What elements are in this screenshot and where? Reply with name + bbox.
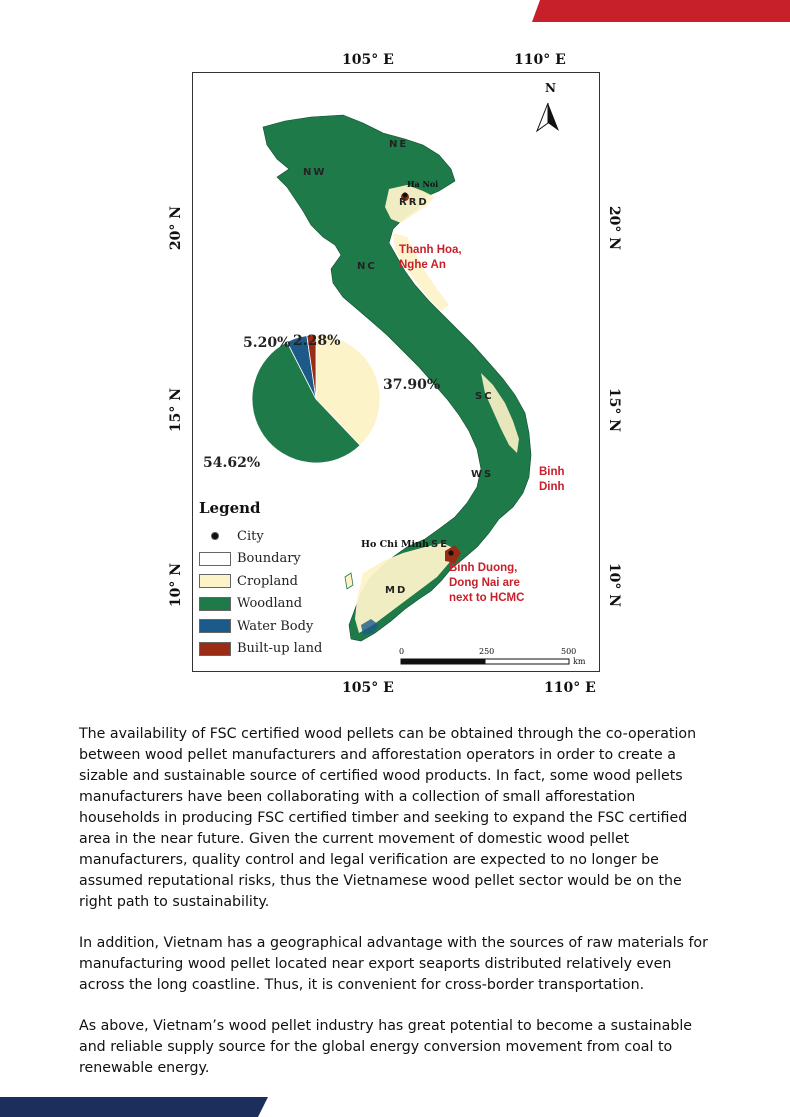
- left-tick-15n: 15° N: [168, 387, 185, 433]
- legend-item-city: City: [199, 525, 339, 548]
- pie-label-built-up: 2.28%: [293, 333, 341, 349]
- legend-item-boundary: Boundary: [199, 548, 339, 571]
- paragraph-2: In addition, Vietnam has a geographical …: [79, 935, 708, 993]
- scale-label-0: 0: [399, 647, 405, 656]
- left-tick-20n: 20° N: [168, 205, 185, 251]
- scale-bar: [400, 658, 570, 665]
- legend-label-water-body: Water Body: [237, 618, 314, 634]
- cropland-north-central: [393, 233, 449, 311]
- north-label: N: [545, 81, 556, 95]
- region-ws: WS: [471, 469, 494, 480]
- pie-slice-built-up: [306, 334, 317, 400]
- legend-label-cropland: Cropland: [237, 573, 298, 589]
- scale-label-500: 500: [561, 647, 577, 656]
- north-arrow-icon: [535, 102, 559, 133]
- region-nw: NW: [303, 167, 327, 178]
- paragraph-1: The availability of FSC certified wood p…: [79, 726, 697, 910]
- right-tick-20n: 20° N: [606, 205, 623, 251]
- legend-label-built-up: Built-up land: [237, 641, 323, 657]
- note-binh-dinh-line1: Binh: [539, 466, 565, 478]
- legend-label-boundary: Boundary: [237, 551, 301, 567]
- legend-label-city: City: [237, 528, 264, 544]
- right-tick-15n: 15° N: [606, 387, 623, 433]
- island-phu-quoc: [344, 572, 354, 590]
- vietnam-land-cover-figure: 105° E 110° E 105° E 110° E 20° N 15° N …: [162, 50, 622, 700]
- right-tick-10n: 10° N: [606, 562, 623, 608]
- map-legend: Legend City Boundary Cropland Woodland W…: [199, 499, 339, 660]
- land-cover-pie-chart: [251, 334, 381, 464]
- water-mekong: [361, 619, 379, 635]
- pie-label-woodland: 54.62%: [203, 455, 261, 471]
- pie-label-cropland: 37.90%: [383, 377, 441, 393]
- vietnam-map: [251, 102, 570, 665]
- legend-item-woodland: Woodland: [199, 593, 339, 616]
- legend-item-cropland: Cropland: [199, 570, 339, 593]
- region-ne: NE: [389, 139, 409, 150]
- note-thanh-hoa: Thanh Hoa, Nghe An: [399, 243, 462, 273]
- note-binh-duong-line2: Dong Nai are: [449, 577, 520, 589]
- city-ho-chi-minh-label: Ho Chi Minh: [361, 539, 429, 550]
- cropland-red-river-delta: [385, 185, 435, 223]
- water-body-swatch: [199, 619, 231, 634]
- bottom-tick-110e: 110° E: [544, 680, 596, 696]
- note-binh-duong: Binh Duong, Dong Nai are next to HCMC: [449, 561, 524, 606]
- map-frame: N NE NW RRD NC SC WS SE MD Ha Noi Ho Chi…: [192, 72, 600, 672]
- bottom-accent-stripe: [0, 1097, 268, 1117]
- pie-slice-woodland: [251, 341, 361, 464]
- region-md: MD: [385, 585, 408, 596]
- legend-title: Legend: [199, 499, 261, 517]
- city-dot-icon: [211, 532, 219, 541]
- cropland-central-coast: [481, 373, 519, 453]
- paragraph-3: As above, Vietnam’s wood pellet industry…: [79, 1018, 692, 1076]
- boundary-swatch: [199, 551, 231, 566]
- woodland-swatch: [199, 596, 231, 611]
- legend-label-woodland: Woodland: [237, 596, 303, 612]
- city-ha-noi-dot: [402, 192, 408, 198]
- legend-item-water-body: Water Body: [199, 615, 339, 638]
- pie-slice-cropland: [315, 334, 381, 446]
- cropland-mekong-delta: [355, 543, 455, 633]
- city-hcmc-dot: [448, 550, 454, 556]
- left-tick-10n: 10° N: [168, 562, 185, 608]
- region-rrd: RRD: [399, 197, 429, 208]
- note-binh-duong-line1: Binh Duong,: [449, 562, 518, 574]
- scale-label-250: 250: [479, 647, 495, 656]
- top-tick-105e: 105° E: [342, 52, 394, 68]
- built-up-swatch: [199, 641, 231, 656]
- cropland-swatch: [199, 574, 231, 589]
- note-thanh-hoa-line2: Nghe An: [399, 259, 446, 271]
- note-thanh-hoa-line1: Thanh Hoa,: [399, 244, 462, 256]
- note-binh-dinh-line2: Dinh: [539, 481, 565, 493]
- note-binh-dinh: Binh Dinh: [539, 465, 565, 495]
- city-ha-noi-label: Ha Noi: [407, 179, 439, 189]
- top-accent-stripe: [532, 0, 790, 22]
- region-se: SE: [431, 539, 450, 550]
- note-binh-duong-line3: next to HCMC: [449, 592, 525, 604]
- scale-label-unit: km: [573, 657, 586, 666]
- region-sc: SC: [475, 391, 494, 402]
- bottom-tick-105e: 105° E: [342, 680, 394, 696]
- legend-item-built-up: Built-up land: [199, 638, 339, 661]
- top-tick-110e: 110° E: [514, 52, 566, 68]
- region-nc: NC: [357, 261, 377, 272]
- pie-label-water: 5.20%: [243, 335, 291, 351]
